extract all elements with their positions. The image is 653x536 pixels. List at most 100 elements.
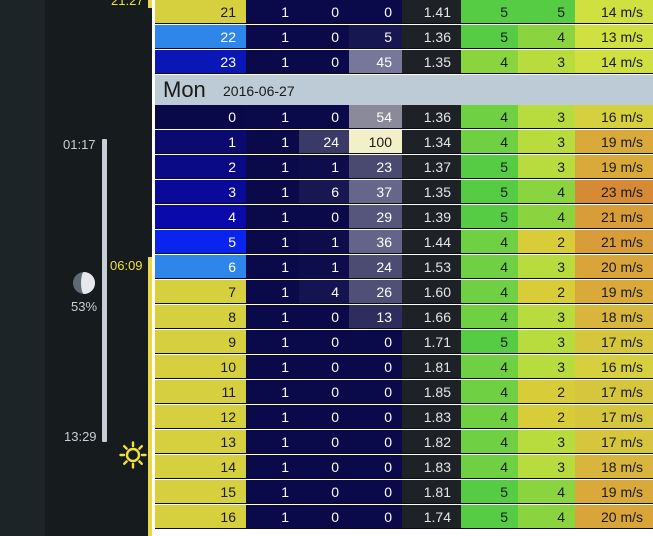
col-f-cell: 3 xyxy=(518,330,575,354)
col-e-cell: 5 xyxy=(461,480,518,504)
col-e-cell: 5 xyxy=(461,505,518,529)
col-a-cell: 1 xyxy=(246,380,299,404)
col-b-cell: 1 xyxy=(299,230,349,254)
hour-cell: 12 xyxy=(155,405,246,429)
col-b-cell: 0 xyxy=(299,0,349,24)
sunlight-bar xyxy=(148,257,152,536)
col-f-cell: 4 xyxy=(518,180,575,204)
col-d-cell: 1.35 xyxy=(402,50,461,74)
col-c-cell: 0 xyxy=(349,505,402,529)
col-b-cell: 0 xyxy=(299,205,349,229)
table-row: 4 1 0 29 1.39 5 4 21 m/s xyxy=(155,205,653,230)
col-b-cell: 0 xyxy=(299,430,349,454)
col-f-cell: 4 xyxy=(518,205,575,229)
table-row: 5 1 1 36 1.44 4 2 21 m/s xyxy=(155,230,653,255)
col-e-cell: 4 xyxy=(461,430,518,454)
table-row: 11 1 0 0 1.85 4 2 17 m/s xyxy=(155,380,653,405)
col-c-cell: 0 xyxy=(349,405,402,429)
table-row: 8 1 0 13 1.66 4 3 18 m/s xyxy=(155,305,653,330)
col-f-cell: 2 xyxy=(518,280,575,304)
wind-speed-cell: 17 m/s xyxy=(575,430,653,454)
col-c-cell: 100 xyxy=(349,130,402,154)
table-row: 7 1 4 26 1.60 4 2 19 m/s xyxy=(155,280,653,305)
col-a-cell: 1 xyxy=(246,205,299,229)
col-b-cell: 0 xyxy=(299,330,349,354)
col-d-cell: 1.81 xyxy=(402,480,461,504)
col-d-cell: 1.36 xyxy=(402,105,461,129)
col-a-cell: 1 xyxy=(246,455,299,479)
col-f-cell: 4 xyxy=(518,480,575,504)
col-d-cell: 1.44 xyxy=(402,230,461,254)
hour-cell: 23 xyxy=(155,50,246,74)
table-row: 3 1 6 37 1.35 5 4 23 m/s xyxy=(155,180,653,205)
col-e-cell: 4 xyxy=(461,305,518,329)
col-f-cell: 5 xyxy=(518,0,575,24)
table-row: 14 1 0 0 1.83 4 3 18 m/s xyxy=(155,455,653,480)
sunrise-time-label: 06:09 xyxy=(110,258,143,273)
col-e-cell: 5 xyxy=(461,205,518,229)
day-header: Mon 2016-06-27 xyxy=(155,75,653,105)
moonrise-time-label: 01:17 xyxy=(63,137,96,152)
col-b-cell: 0 xyxy=(299,480,349,504)
col-d-cell: 1.34 xyxy=(402,130,461,154)
hour-cell: 3 xyxy=(155,180,246,204)
col-c-cell: 13 xyxy=(349,305,402,329)
hour-cell: 16 xyxy=(155,505,246,529)
col-c-cell: 0 xyxy=(349,380,402,404)
col-b-cell: 0 xyxy=(299,105,349,129)
col-f-cell: 3 xyxy=(518,50,575,74)
wind-speed-cell: 20 m/s xyxy=(575,255,653,279)
wind-speed-cell: 19 m/s xyxy=(575,130,653,154)
col-a-cell: 1 xyxy=(246,25,299,49)
moonset-time-label: 13:29 xyxy=(64,429,97,444)
hour-cell: 11 xyxy=(155,380,246,404)
sunset-time-label: 21:27 xyxy=(111,0,144,8)
col-b-cell: 0 xyxy=(299,355,349,379)
col-b-cell: 0 xyxy=(299,50,349,74)
col-f-cell: 3 xyxy=(518,430,575,454)
col-f-cell: 2 xyxy=(518,405,575,429)
col-b-cell: 6 xyxy=(299,180,349,204)
hour-cell: 9 xyxy=(155,330,246,354)
col-c-cell: 0 xyxy=(349,0,402,24)
col-f-cell: 4 xyxy=(518,505,575,529)
col-a-cell: 1 xyxy=(246,330,299,354)
col-e-cell: 4 xyxy=(461,455,518,479)
col-d-cell: 1.83 xyxy=(402,455,461,479)
col-d-cell: 1.85 xyxy=(402,380,461,404)
sun-moon-sidebar: 21:27 01:17 06:09 53% 13:29 xyxy=(0,0,152,536)
table-row: 0 1 0 54 1.36 4 3 16 m/s xyxy=(155,105,653,130)
col-d-cell: 1.81 xyxy=(402,355,461,379)
col-e-cell: 4 xyxy=(461,105,518,129)
hour-cell: 8 xyxy=(155,305,246,329)
col-e-cell: 4 xyxy=(461,280,518,304)
hour-cell: 22 xyxy=(155,25,246,49)
col-f-cell: 2 xyxy=(518,230,575,254)
col-b-cell: 1 xyxy=(299,255,349,279)
hour-cell: 21 xyxy=(155,0,246,24)
hour-cell: 1 xyxy=(155,130,246,154)
wind-speed-cell: 19 m/s xyxy=(575,280,653,304)
table-row: 13 1 0 0 1.82 4 3 17 m/s xyxy=(155,430,653,455)
wind-speed-cell: 17 m/s xyxy=(575,330,653,354)
col-b-cell: 1 xyxy=(299,155,349,179)
wind-speed-cell: 17 m/s xyxy=(575,405,653,429)
wind-speed-cell: 18 m/s xyxy=(575,455,653,479)
sidebar-lane xyxy=(0,0,45,536)
col-e-cell: 5 xyxy=(461,0,518,24)
col-e-cell: 4 xyxy=(461,255,518,279)
col-d-cell: 1.66 xyxy=(402,305,461,329)
table-row: 1 1 24 100 1.34 4 3 19 m/s xyxy=(155,130,653,155)
col-c-cell: 26 xyxy=(349,280,402,304)
col-b-cell: 0 xyxy=(299,405,349,429)
wind-speed-cell: 16 m/s xyxy=(575,355,653,379)
sun-icon xyxy=(119,441,147,469)
wind-speed-cell: 18 m/s xyxy=(575,305,653,329)
hour-cell: 0 xyxy=(155,105,246,129)
col-f-cell: 3 xyxy=(518,155,575,179)
col-a-cell: 1 xyxy=(246,355,299,379)
col-e-cell: 5 xyxy=(461,155,518,179)
table-row: 9 1 0 0 1.71 5 3 17 m/s xyxy=(155,330,653,355)
col-a-cell: 1 xyxy=(246,130,299,154)
